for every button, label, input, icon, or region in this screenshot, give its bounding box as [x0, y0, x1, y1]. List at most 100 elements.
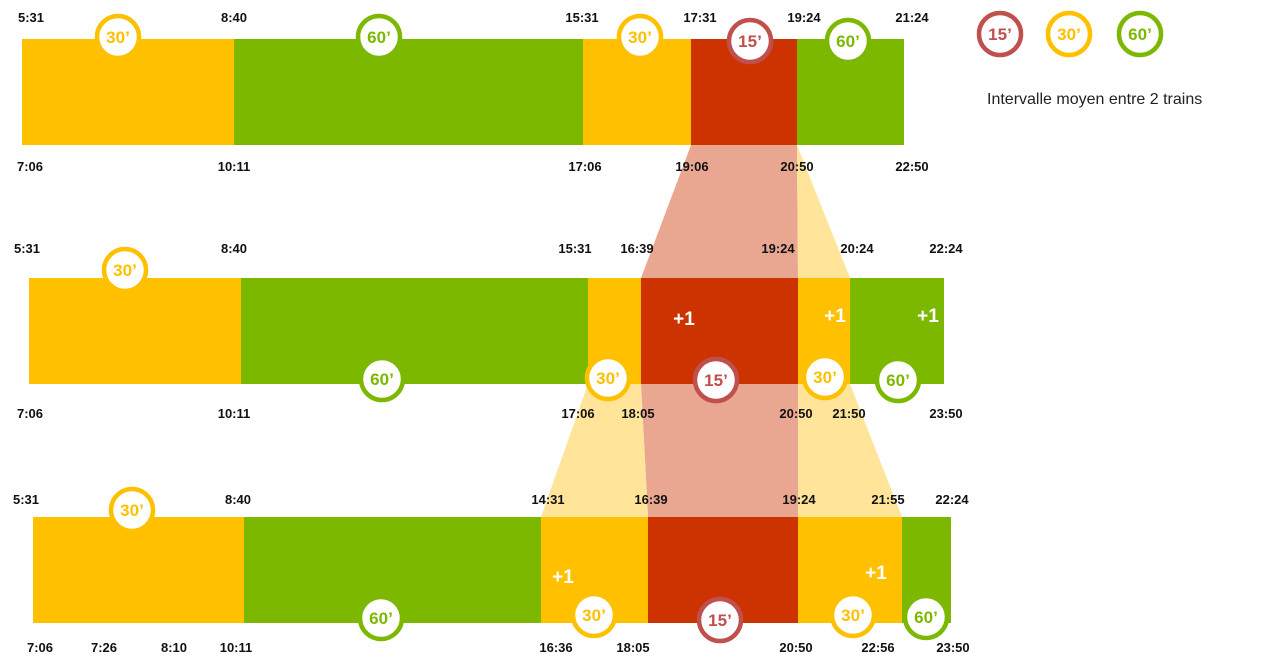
row-2-extra-train-label: +1 [917, 306, 939, 327]
svg-text:30’: 30’ [813, 368, 837, 387]
fan-15-row1-row2 [641, 145, 798, 278]
interval-badges: 30’ 60’ 30’ 15’ 60’ 30’ 60’ 30’ 15’ 30’ 60’ 30’ 60’ 3… [94, 13, 950, 644]
row-1-bottom-time: 17:06 [568, 159, 601, 174]
row-3-extra-train-label: +1 [865, 563, 887, 584]
row-3-top-time: 5:31 [13, 492, 39, 507]
row-2-bottom-time: 7:06 [17, 406, 43, 421]
row-2-top-time: 15:31 [558, 241, 591, 256]
row-3-top-time: 14:31 [531, 492, 564, 507]
fan-15-row2-row3 [641, 384, 798, 517]
transition-fans [541, 145, 902, 517]
svg-text:30’: 30’ [1057, 25, 1081, 44]
row-2-interval-badge: 60’ [358, 355, 406, 403]
row-2-bottom-time: 21:50 [832, 406, 865, 421]
legend-badge-1: 15’ [976, 10, 1024, 58]
svg-text:60’: 60’ [1128, 25, 1152, 44]
svg-text:60’: 60’ [370, 370, 394, 389]
svg-text:15’: 15’ [738, 32, 762, 51]
row-3-interval-badge: 15’ [696, 596, 744, 644]
svg-text:30’: 30’ [120, 501, 144, 520]
row-2-interval-badge: 30’ [584, 354, 632, 402]
time-labels: 5:31 8:40 15:31 17:31 19:24 21:24 7:06 10:11 17:… [13, 10, 970, 655]
row-2-segment-1 [29, 278, 241, 384]
row-1-bottom-time: 19:06 [675, 159, 708, 174]
row-3-bottom-time: 20:50 [779, 640, 812, 655]
row-3-top-time: 21:55 [871, 492, 904, 507]
row-1-bottom-time: 22:50 [895, 159, 928, 174]
svg-text:60’: 60’ [836, 32, 860, 51]
svg-text:15’: 15’ [704, 371, 728, 390]
row-3-bottom-time: 22:56 [861, 640, 894, 655]
row-3-bottom-time: 7:06 [27, 640, 53, 655]
row-1-top-time: 17:31 [683, 10, 716, 25]
row-2-interval-badge: 60’ [874, 356, 922, 404]
svg-text:15’: 15’ [988, 25, 1012, 44]
row-1-bottom-time: 20:50 [780, 159, 813, 174]
row-2-interval-badge: 30’ [101, 246, 149, 294]
svg-text:60’: 60’ [367, 28, 391, 47]
row-2-interval-badge: 15’ [692, 356, 740, 404]
row-2-extra-train-label: +1 [824, 306, 846, 327]
svg-text:30’: 30’ [596, 369, 620, 388]
row-1-interval-badge: 30’ [94, 13, 142, 61]
row-2-segment-2 [241, 278, 588, 384]
row-2-top-time: 22:24 [929, 241, 963, 256]
row-1-interval-badge: 60’ [355, 13, 403, 61]
row-3-bottom-time: 7:26 [91, 640, 117, 655]
row-2-bottom-time: 20:50 [779, 406, 812, 421]
row-1-interval-badge: 30’ [616, 13, 664, 61]
row-3-bottom-time: 23:50 [936, 640, 969, 655]
row-1-top-time: 8:40 [221, 10, 247, 25]
row-3-top-time: 16:39 [634, 492, 667, 507]
row-3-bottom-time: 16:36 [539, 640, 572, 655]
row-2-top-time: 19:24 [761, 241, 795, 256]
row-3-interval-badge: 60’ [902, 593, 950, 641]
row-2-bottom-time: 17:06 [561, 406, 594, 421]
row-3-top-time: 19:24 [782, 492, 816, 507]
legend-badge-3: 60’ [1116, 10, 1164, 58]
row-3-interval-badge: 30’ [108, 486, 156, 534]
row-1-bottom-time: 10:11 [218, 159, 251, 174]
row-3-bottom-time: 18:05 [616, 640, 649, 655]
svg-text:30’: 30’ [841, 606, 865, 625]
fan-30a-row2-row3 [541, 384, 648, 517]
row-1-top-time: 21:24 [895, 10, 929, 25]
svg-text:60’: 60’ [914, 608, 938, 627]
timeline-bars [22, 39, 951, 623]
row-2-interval-badge: 30’ [801, 353, 849, 401]
svg-text:15’: 15’ [708, 611, 732, 630]
fan-30b-row2-row3 [798, 384, 902, 517]
svg-text:30’: 30’ [106, 28, 130, 47]
row-2-extra-train-label: +1 [673, 309, 695, 330]
row-2-top-time: 8:40 [221, 241, 247, 256]
row-3-bottom-time: 10:11 [220, 640, 253, 655]
row-2-bottom-time: 23:50 [929, 406, 962, 421]
row-3-extra-train-label: +1 [552, 567, 574, 588]
legend-badge-2: 30’ [1045, 10, 1093, 58]
row-1-top-time: 5:31 [18, 10, 44, 25]
row-3-top-time: 8:40 [225, 492, 251, 507]
row-3-interval-badge: 30’ [570, 591, 618, 639]
legend: 15’ 30’ 60’ Intervalle moyen entre 2 trains [976, 10, 1202, 108]
row-3-top-time: 22:24 [935, 492, 969, 507]
row-3-interval-badge: 60’ [357, 594, 405, 642]
row-3-interval-badge: 30’ [829, 591, 877, 639]
row-1-bottom-time: 7:06 [17, 159, 43, 174]
legend-caption: Intervalle moyen entre 2 trains [987, 91, 1202, 108]
row-1-segment-2 [234, 39, 583, 145]
row-3-bottom-time: 8:10 [161, 640, 187, 655]
row-2-top-time: 16:39 [620, 241, 653, 256]
row-1-interval-badge: 15’ [726, 17, 774, 65]
svg-text:30’: 30’ [113, 261, 137, 280]
svg-text:60’: 60’ [369, 609, 393, 628]
fan-30-row1-row2 [797, 145, 850, 278]
row-2-bottom-time: 10:11 [218, 406, 251, 421]
row-3-segment-1 [33, 517, 244, 623]
row-2-top-time: 20:24 [840, 241, 874, 256]
row-2-bottom-time: 18:05 [621, 406, 654, 421]
row-2-top-time: 5:31 [14, 241, 40, 256]
svg-text:60’: 60’ [886, 371, 910, 390]
svg-text:30’: 30’ [628, 28, 652, 47]
svg-text:30’: 30’ [582, 606, 606, 625]
